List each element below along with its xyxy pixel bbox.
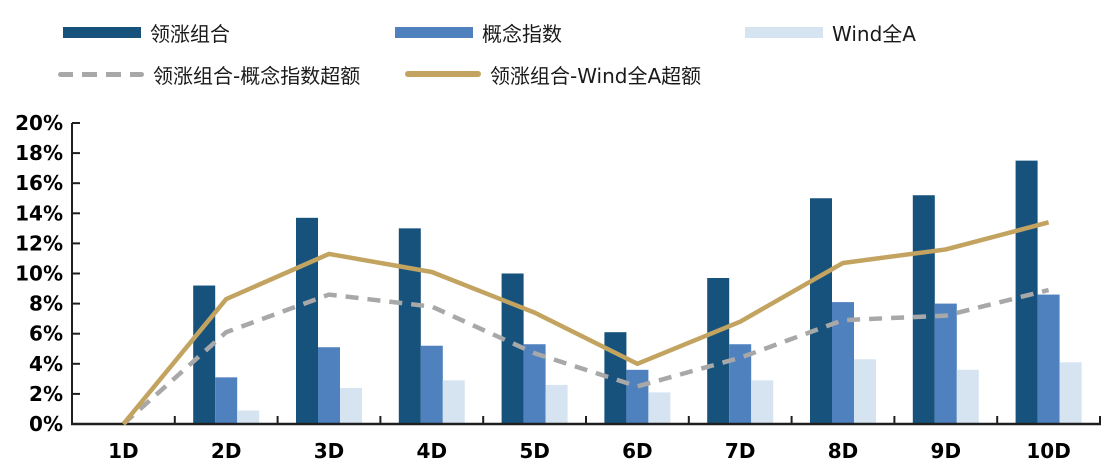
bar-concept-index <box>729 344 752 424</box>
y-axis-tick-label: 10% <box>15 262 63 286</box>
bar-concept-index <box>318 347 340 424</box>
bar-wind-all-a <box>648 392 671 424</box>
bar-wind-all-a <box>545 384 568 424</box>
bar-concept-index <box>626 369 649 424</box>
chart-canvas: 0% 2% 4% 6% 8% 10% 12% 14% 16% 18% 20% 1D 2D 3D 4D 5D 6D… <box>15 111 1101 463</box>
line-excess-vs-concept-index <box>121 287 1050 426</box>
legend-item-excess-vs-wind: 领涨组合-Wind全A超额 <box>405 62 702 88</box>
legend-label-lead-portfolio: 领涨组合 <box>150 21 230 46</box>
legend-swatch-wind-all-a <box>745 26 823 38</box>
legend-swatch-concept-index <box>395 26 473 38</box>
legend-label-excess-vs-concept: 领涨组合-概念指数超额 <box>153 63 361 88</box>
x-axis-category-label: 2D <box>211 439 242 463</box>
bar-lead-portfolio <box>707 278 730 424</box>
legend-label-wind-all-a: Wind全A <box>832 21 916 46</box>
bar-concept-index <box>420 345 443 424</box>
x-axis-category-label: 3D <box>314 439 345 463</box>
bar-wind-all-a <box>956 369 979 424</box>
legend-item-excess-vs-concept: 领涨组合-概念指数超额 <box>58 62 361 88</box>
bar-wind-all-a <box>237 410 260 424</box>
bar-concept-index <box>215 377 238 424</box>
x-axis-category-label: 6D <box>622 439 653 463</box>
x-axis-category-label: 4D <box>417 439 448 463</box>
y-axis-tick-label: 12% <box>15 231 63 255</box>
x-axis-category-label: 8D <box>828 439 859 463</box>
bar-wind-all-a <box>340 387 362 424</box>
y-axis-tick-label: 4% <box>29 352 63 376</box>
legend-label-concept-index: 概念指数 <box>482 21 562 46</box>
legend-item-concept-index: 概念指数 <box>395 20 562 46</box>
y-axis-tick-label: 2% <box>29 382 63 406</box>
y-axis-tick-label: 6% <box>29 322 63 346</box>
legend-item-lead-portfolio: 领涨组合 <box>63 20 230 46</box>
bar-lead-portfolio <box>1015 160 1038 424</box>
bar-lead-portfolio <box>193 285 216 424</box>
y-axis-tick-label: 8% <box>29 292 63 316</box>
x-axis-category-label: 5D <box>519 439 550 463</box>
bar-lead-portfolio <box>501 273 524 424</box>
x-axis-category-label: 9D <box>931 439 962 463</box>
bar-concept-index <box>832 302 854 424</box>
bar-concept-index <box>523 344 546 424</box>
bar-lead-portfolio <box>810 198 832 424</box>
legend-label-excess-vs-wind: 领涨组合-Wind全A超额 <box>490 63 702 88</box>
bar-wind-all-a <box>442 380 465 424</box>
legend-item-wind-all-a: Wind全A <box>745 20 916 46</box>
y-axis-tick-label: 16% <box>15 171 63 195</box>
y-axis-tick-label: 0% <box>29 412 63 436</box>
x-axis-category-label: 1D <box>108 439 139 463</box>
bar-wind-all-a <box>1059 362 1082 424</box>
bar-concept-index <box>1037 294 1060 424</box>
legend-swatch-dashed-line <box>58 71 144 77</box>
bar-wind-all-a <box>751 380 774 424</box>
line-excess-vs-wind-all-a <box>121 220 1050 426</box>
bar-lead-portfolio <box>912 195 935 424</box>
bar-lead-portfolio <box>296 217 318 424</box>
bar-lead-portfolio <box>398 228 421 424</box>
legend-swatch-lead-portfolio <box>63 26 141 38</box>
x-axis-category-label: 10D <box>1026 439 1070 463</box>
bar-concept-index <box>934 303 957 424</box>
y-axis-tick-label: 20% <box>15 111 63 135</box>
y-axis-tick-label: 14% <box>15 201 63 225</box>
bar-wind-all-a <box>854 359 876 424</box>
legend-swatch-solid-line <box>405 71 481 77</box>
y-axis-tick-label: 18% <box>15 141 63 165</box>
x-axis-category-label: 7D <box>725 439 756 463</box>
